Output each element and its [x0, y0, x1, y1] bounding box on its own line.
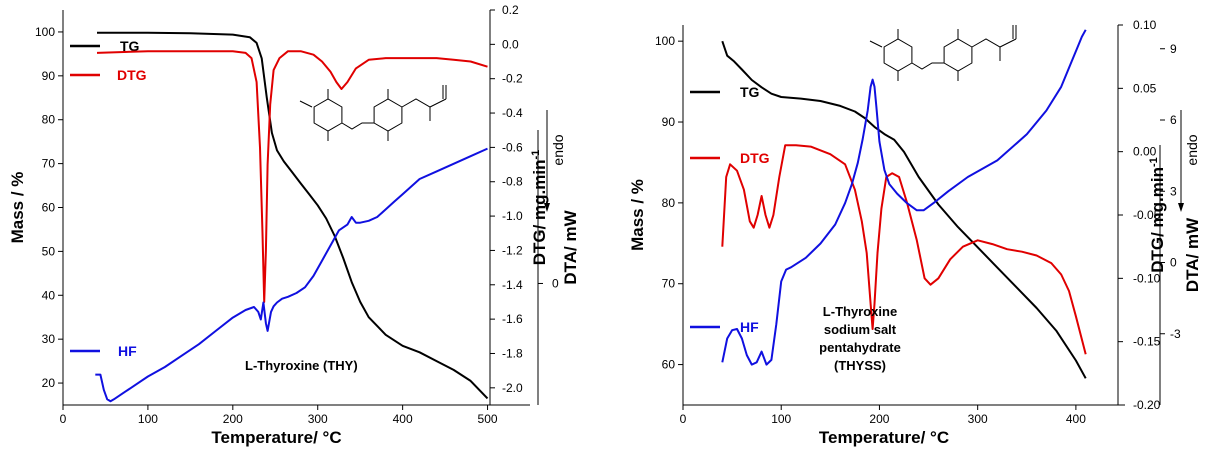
substituent-bonds — [869, 29, 959, 81]
y-dta-tick-label: -3 — [1170, 327, 1181, 341]
benzene-ring — [883, 38, 913, 72]
sample-annotation: sodium salt — [824, 322, 897, 337]
y-dtg-tick-label: -0.4 — [502, 106, 523, 120]
y-dtg-axis-title-sup: -1 — [1148, 157, 1160, 167]
y-left-tick-label: 90 — [662, 115, 676, 129]
y-left-tick-label: 100 — [655, 34, 675, 48]
sample-annotation: L-Thyroxine (THY) — [245, 358, 358, 373]
ether-bond — [911, 62, 944, 70]
y-dta-tick-label: 9 — [1170, 42, 1177, 56]
y-dtg-tick-label: -0.6 — [502, 140, 523, 154]
x-tick-label: 100 — [138, 412, 158, 426]
y-dtg-tick-label: -2.0 — [502, 381, 523, 395]
chart-panel-1: 0 100 200 300 400 500 20 30 40 50 60 70 80 90 100 0.2 0.… — [8, 3, 580, 447]
y-dtg-tick-label: -1.4 — [502, 278, 523, 292]
ether-bond — [341, 122, 374, 130]
y-left-tick-label: 90 — [42, 69, 56, 83]
y-dta-axis-title: DTA/ mW — [561, 209, 580, 284]
y-left-tick-label: 70 — [42, 157, 56, 171]
y-dta-axis-title: DTA/ mW — [1183, 217, 1202, 292]
legend-tg-label: TG — [740, 84, 760, 100]
benzene-ring — [373, 98, 403, 132]
legend-dtg-label: DTG — [740, 150, 770, 166]
legend-hf-label: HF — [740, 319, 759, 335]
y-dta-tick-label: 0 — [552, 276, 559, 290]
y-left-tick-label: 80 — [42, 113, 56, 127]
y-dtg-tick-label: -0.20 — [1133, 398, 1161, 412]
series-tg-line — [721, 40, 1087, 379]
y-dta-tick-label: 3 — [1170, 184, 1177, 198]
series-hf-line — [721, 29, 1087, 366]
y-left-tick-label: 70 — [662, 277, 676, 291]
y-dtg-tick-label: 0.2 — [502, 3, 519, 17]
endo-label: endo — [1184, 134, 1200, 165]
x-tick-label: 400 — [1066, 412, 1086, 426]
y-left-tick-label: 20 — [42, 376, 56, 390]
y-dta-tick-label: 6 — [1170, 113, 1177, 127]
x-tick-label: 500 — [478, 412, 498, 426]
y-dtg-tick-label: -0.15 — [1133, 335, 1161, 349]
y-dtg-tick-label: -0.10 — [1133, 271, 1161, 285]
y-dtg-tick-label: -1.2 — [502, 243, 523, 257]
sample-annotation: (THYSS) — [834, 358, 886, 373]
y-dtg-tick-label: 0.00 — [1133, 145, 1157, 159]
y-dtg-tick-label: 0.10 — [1133, 18, 1157, 32]
y-left-axis-title: Mass / % — [628, 179, 647, 251]
y-dtg-axis-title: DTG/ mg.min-1 — [1148, 157, 1167, 273]
chart-panel-2: 0 100 200 300 400607080901000.100.050.00-0.0… — [628, 18, 1202, 447]
y-left-tick-label: 50 — [42, 244, 56, 258]
legend-tg-label: TG — [120, 38, 140, 54]
legend-hf-label: HF — [118, 343, 137, 359]
series-hf-line — [95, 147, 488, 403]
x-tick-label: 200 — [223, 412, 243, 426]
molecule-structure — [299, 85, 447, 141]
endo-label: endo — [550, 134, 566, 165]
side-chain — [401, 98, 447, 108]
substituent-bonds — [299, 89, 389, 141]
x-tick-label: 0 — [680, 412, 687, 426]
benzene-ring — [313, 98, 343, 132]
series-dtg-line — [721, 144, 1087, 355]
series-dtg-line — [96, 50, 488, 303]
sample-annotation: L-Thyroxine — [823, 304, 897, 319]
endo-arrowhead — [1178, 203, 1184, 212]
endo-arrowhead — [544, 203, 550, 212]
x-axis-title: Temperature/ °C — [819, 428, 949, 447]
x-tick-label: 400 — [393, 412, 413, 426]
y-dtg-tick-label: -1.6 — [502, 312, 523, 326]
y-dtg-tick-label: -0.2 — [502, 72, 523, 86]
y-left-tick-label: 40 — [42, 288, 56, 302]
y-dta-tick-label: 0 — [1170, 256, 1177, 270]
y-dtg-tick-label: -0.8 — [502, 175, 523, 189]
carbonyl-bond — [1012, 25, 1017, 39]
series-tg-line — [97, 31, 489, 400]
y-dtg-axis-title-sup: -1 — [530, 150, 542, 160]
y-left-tick-label: 30 — [42, 332, 56, 346]
x-tick-label: 300 — [968, 412, 988, 426]
y-dtg-tick-label: 0.05 — [1133, 81, 1157, 95]
y-dtg-tick-label: -1.8 — [502, 346, 523, 360]
y-dtg-tick-label: -0.05 — [1133, 208, 1161, 222]
molecule-structure — [869, 25, 1017, 81]
y-left-tick-label: 60 — [662, 358, 676, 372]
x-tick-label: 200 — [869, 412, 889, 426]
y-left-tick-label: 60 — [42, 201, 56, 215]
x-tick-label: 100 — [771, 412, 791, 426]
x-axis-title: Temperature/ °C — [211, 428, 341, 447]
benzene-ring — [943, 38, 973, 72]
y-dtg-tick-label: -1.0 — [502, 209, 523, 223]
y-left-axis-title: Mass / % — [8, 172, 27, 244]
y-left-tick-label: 100 — [35, 25, 55, 39]
sample-annotation: pentahydrate — [819, 340, 901, 355]
x-tick-label: 300 — [308, 412, 328, 426]
x-tick-label: 0 — [60, 412, 67, 426]
y-left-tick-label: 80 — [662, 196, 676, 210]
legend-dtg-label: DTG — [117, 67, 147, 83]
side-chain — [971, 38, 1017, 48]
y-dtg-tick-label: 0.0 — [502, 37, 519, 51]
y-dtg-axis-title: DTG/ mg.min-1 — [530, 150, 549, 266]
carbonyl-bond — [442, 85, 447, 99]
